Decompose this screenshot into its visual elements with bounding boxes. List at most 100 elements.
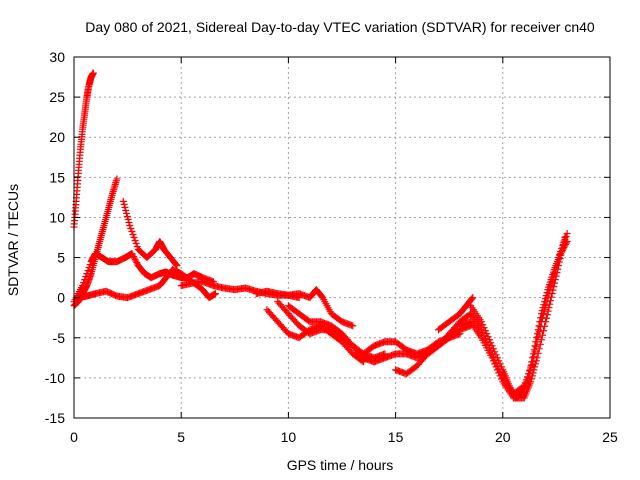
x-tick-label: 10 (281, 429, 297, 445)
data-point (133, 243, 141, 251)
data-point (528, 361, 536, 369)
series-arc-10 (284, 302, 389, 362)
data-point (534, 333, 542, 341)
y-tick-label: 20 (49, 129, 65, 145)
x-tick-label: 25 (602, 429, 618, 445)
data-point (79, 282, 87, 290)
data-point (536, 323, 544, 331)
data-point (132, 257, 140, 265)
x-tick-label: 5 (177, 429, 185, 445)
data-point (529, 358, 537, 366)
data-point (561, 236, 569, 244)
series-arc-14 (434, 294, 477, 334)
data-point (535, 328, 543, 336)
data-point (133, 259, 141, 267)
data-point (128, 227, 136, 235)
data-point (492, 359, 500, 367)
data-point (131, 237, 139, 245)
y-tick-label: -10 (45, 370, 65, 386)
data-point (86, 261, 94, 269)
series-arc-3 (70, 250, 217, 306)
data-point (122, 206, 130, 214)
data-point (542, 302, 550, 310)
y-axis-label: SDTVAR / TECUs (5, 184, 21, 296)
data-point (522, 376, 530, 384)
data-point (537, 336, 545, 344)
data-point (120, 200, 128, 208)
data-point (519, 383, 527, 391)
data-point (488, 350, 496, 358)
data-point (544, 294, 552, 302)
data-point (538, 331, 546, 339)
data-point (562, 232, 570, 240)
data-point (130, 254, 138, 262)
series-arc-7 (252, 286, 357, 330)
y-tick-label: 5 (57, 250, 65, 266)
data-point (483, 338, 491, 346)
y-tick-label: 15 (49, 169, 65, 185)
data-point (544, 307, 552, 315)
data-point (531, 348, 539, 356)
data-point (127, 224, 135, 232)
series-arc-11 (359, 330, 464, 358)
data-point (121, 203, 129, 211)
chart-title: Day 080 of 2021, Sidereal Day-to-day VTE… (85, 19, 595, 35)
plot-frame (73, 56, 611, 419)
data-point (489, 353, 497, 361)
data-point (493, 362, 501, 370)
data-point (128, 250, 136, 258)
series-arc-4 (74, 266, 220, 302)
data-point (557, 248, 565, 256)
x-tick-label: 0 (70, 429, 78, 445)
data-point (82, 273, 90, 281)
data-point (495, 365, 503, 373)
data-point (563, 229, 571, 237)
data-point (123, 209, 131, 217)
data-point (131, 256, 139, 264)
data-point (527, 364, 535, 372)
data-point (551, 266, 559, 274)
data-point (212, 290, 220, 298)
y-tick-label: 0 (57, 290, 65, 306)
data-point (546, 286, 554, 294)
data-point (532, 357, 540, 365)
data-point (129, 253, 137, 261)
data-point (547, 282, 555, 290)
data-point (538, 314, 546, 322)
data-point (527, 375, 535, 383)
data-point (84, 267, 92, 275)
data-point (545, 290, 553, 298)
y-tick-label: -5 (53, 330, 66, 346)
data-point (477, 326, 485, 334)
data-point (129, 230, 137, 238)
data-point (497, 371, 505, 379)
series-arc-17 (467, 229, 571, 398)
data-point (528, 372, 536, 380)
grid-lines (74, 57, 610, 418)
data-point (491, 356, 499, 364)
data-point (532, 343, 540, 351)
data-point (543, 298, 551, 306)
data-point (173, 262, 181, 270)
data-point (113, 175, 121, 183)
data-point (526, 367, 534, 375)
data-point (481, 335, 489, 343)
data-point (553, 258, 561, 266)
data-point (125, 218, 133, 226)
data-point (89, 69, 97, 77)
data-point (558, 245, 566, 253)
data-point (83, 270, 91, 278)
data-point (126, 221, 134, 229)
data-point (540, 327, 548, 335)
data-point (124, 215, 132, 223)
data-point (534, 349, 542, 357)
data-point (543, 311, 551, 319)
axis-ticks: 0 5 10 15 20 25 -15 -10 -5 0 5 10 15 20 25 30 (45, 49, 618, 445)
x-tick-label: 15 (388, 429, 404, 445)
data-point (487, 347, 495, 355)
data-point (479, 329, 487, 337)
data-point (549, 274, 557, 282)
data-point (527, 378, 535, 386)
data-point (80, 279, 88, 287)
